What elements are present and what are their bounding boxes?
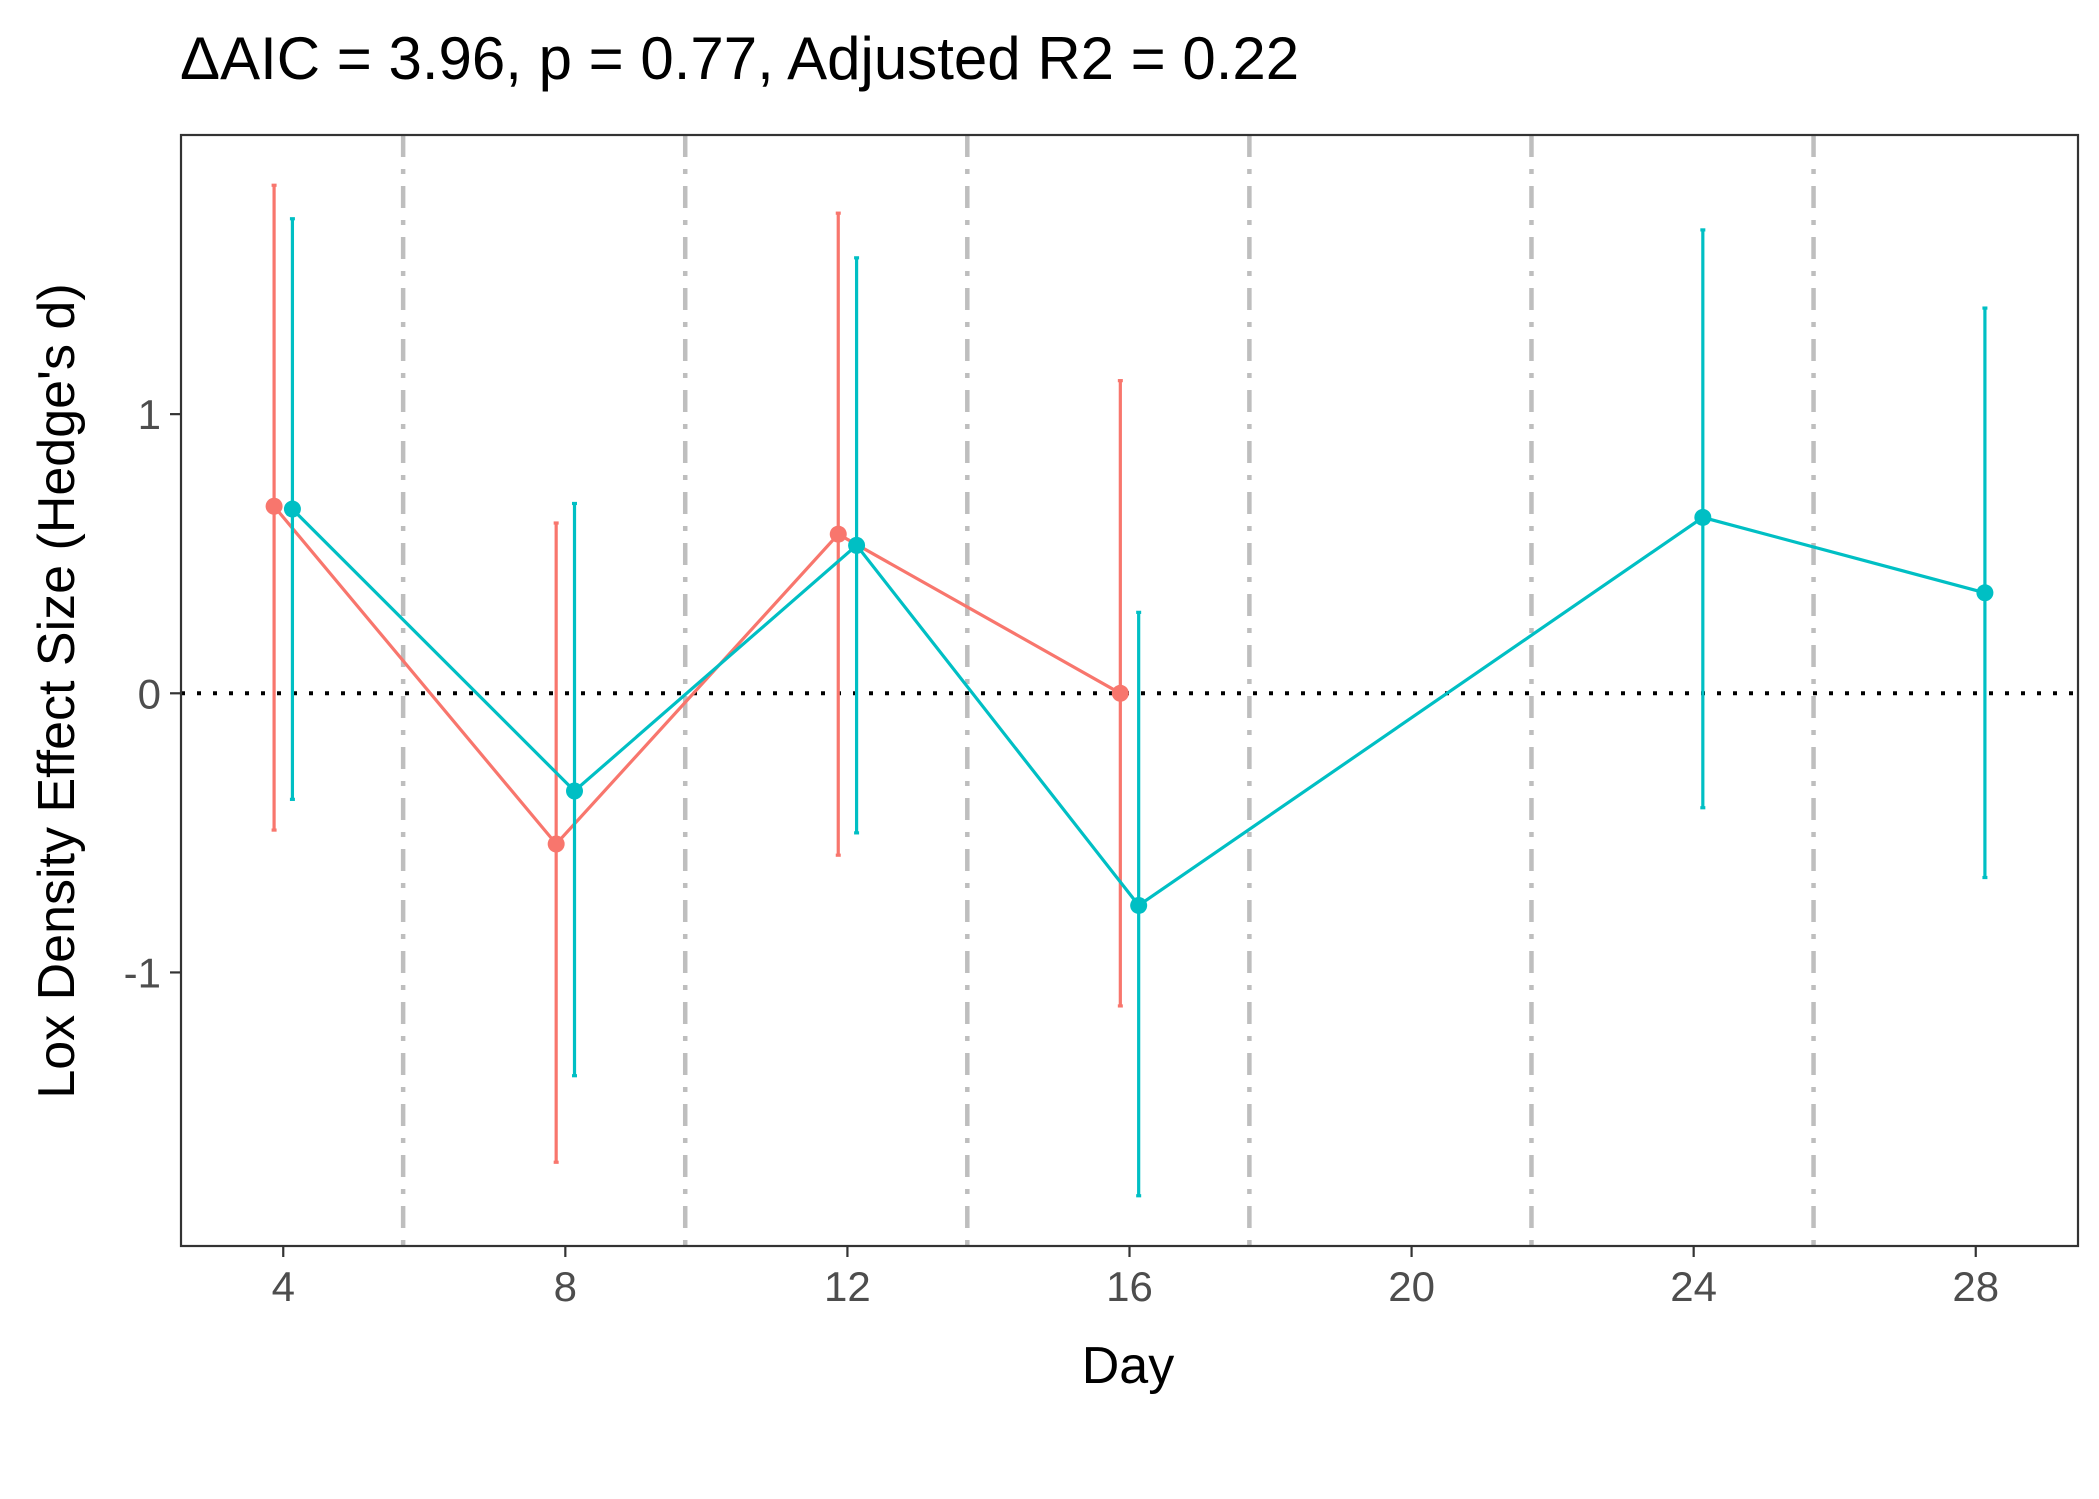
y-tick-label: 1 <box>138 391 161 438</box>
data-point <box>1976 584 1994 602</box>
x-tick-label: 4 <box>272 1263 295 1310</box>
y-tick-label: 0 <box>138 670 161 717</box>
data-series-2 <box>283 217 1994 1198</box>
x-tick-label: 8 <box>554 1263 577 1310</box>
data-series-1 <box>265 183 1129 1164</box>
x-tick-label: 28 <box>1952 1263 1999 1310</box>
series-line <box>272 505 1122 847</box>
x-axis-label: Day <box>1082 1337 1174 1395</box>
data-point <box>566 782 584 800</box>
x-tick-label: 12 <box>824 1263 871 1310</box>
data-point <box>1130 896 1148 914</box>
plot-area: 4 8 12 16 20 24 28 -1 0 1 <box>124 133 2080 1310</box>
y-tick-label: -1 <box>124 949 161 996</box>
y-axis-label: Lox Density Effect Size (Hedge's d) <box>28 283 86 1098</box>
data-point <box>848 536 866 554</box>
data-point <box>1694 508 1712 526</box>
x-tick-label: 20 <box>1388 1263 1435 1310</box>
x-tick-label: 24 <box>1670 1263 1717 1310</box>
data-point <box>1111 684 1129 702</box>
x-tick-label: 16 <box>1106 1263 1153 1310</box>
data-point <box>283 500 301 518</box>
data-point <box>265 497 283 515</box>
series-line <box>291 507 1986 908</box>
data-point <box>829 525 847 543</box>
data-point <box>547 835 565 853</box>
chart-title: ΔAIC = 3.96, p = 0.77, Adjusted R2 = 0.2… <box>180 25 1299 92</box>
